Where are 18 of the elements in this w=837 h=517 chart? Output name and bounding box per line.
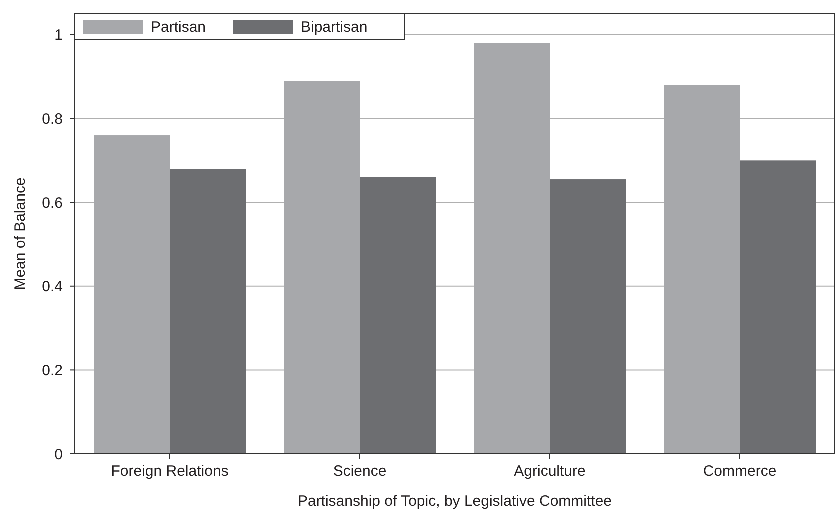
y-tick-label: 0.8 <box>42 111 63 128</box>
bar <box>550 180 626 454</box>
bar <box>360 177 436 454</box>
y-axis-title: Mean of Balance <box>12 178 29 290</box>
x-axis-title: Partisanship of Topic, by Legislative Committee <box>298 493 612 510</box>
x-tick-label: Agriculture <box>514 463 586 480</box>
x-tick-label: Foreign Relations <box>111 463 229 480</box>
bar <box>740 160 816 454</box>
legend-label: Partisan <box>151 19 206 36</box>
y-tick-label: 0 <box>54 446 63 464</box>
y-tick-label: 0.2 <box>42 362 63 380</box>
y-tick-label: 0.6 <box>42 194 63 212</box>
legend-label: Bipartisan <box>301 19 368 36</box>
x-tick-label: Science <box>333 463 387 480</box>
x-tick-label: Commerce <box>703 463 777 480</box>
y-tick-label: 1 <box>54 27 63 44</box>
y-tick-label: 0.4 <box>42 278 63 296</box>
bar <box>170 169 246 454</box>
